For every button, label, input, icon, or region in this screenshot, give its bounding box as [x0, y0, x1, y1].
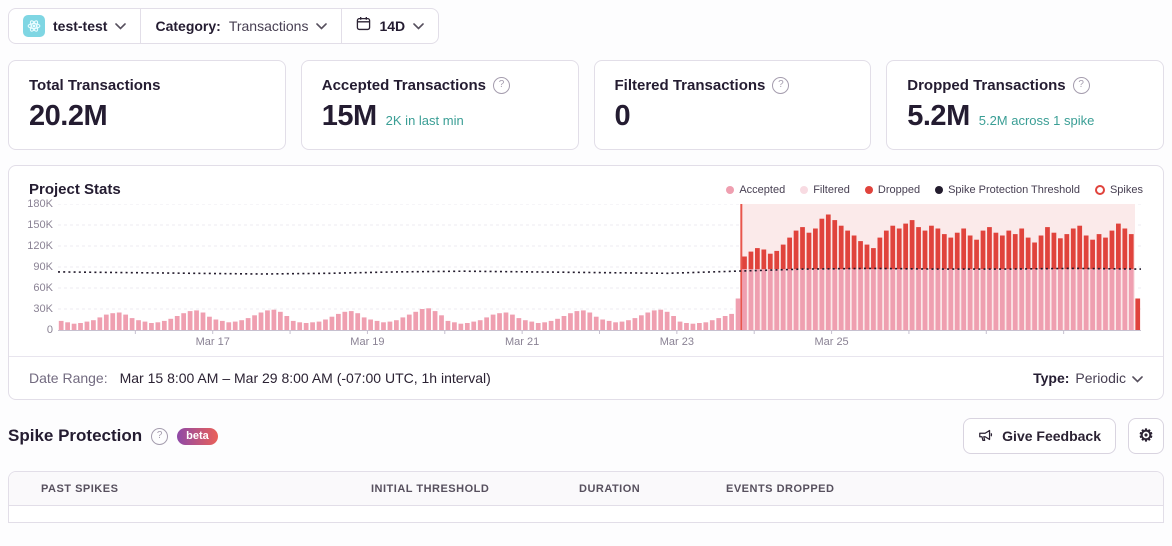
- card-title: Dropped Transactions: [907, 77, 1066, 94]
- filtered-dot-icon: [800, 185, 809, 194]
- card-title: Total Transactions: [29, 77, 161, 94]
- stat-cards-row: Total Transactions 20.2M Accepted Transa…: [8, 60, 1164, 150]
- y-tick-label: 150K: [27, 219, 53, 231]
- chart-plot-area[interactable]: 180K 150K 120K 90K 60K 30K 0 Mar 17 Mar 19 Mar 2…: [9, 198, 1163, 356]
- section-title: Spike Protection: [8, 426, 143, 445]
- gear-icon: ⚙: [1138, 426, 1154, 445]
- column-initial-threshold: Initial Threshold: [371, 482, 490, 495]
- category-value: Transactions: [228, 18, 309, 34]
- chevron-down-icon: [115, 17, 127, 35]
- project-platform-icon: [23, 15, 45, 37]
- legend-accepted[interactable]: Accepted: [726, 184, 785, 196]
- card-title: Filtered Transactions: [614, 77, 766, 94]
- y-tick-label: 180K: [27, 198, 53, 210]
- card-accepted-transactions: Accepted Transactions ? 15M 2K in last m…: [300, 60, 579, 150]
- table-row: [9, 506, 1163, 522]
- date-range-value: Mar 15 8:00 AM – Mar 29 8:00 AM (-07:00 …: [119, 370, 491, 386]
- legend-label: Dropped: [877, 183, 921, 196]
- x-tick-label: Mar 19: [350, 336, 385, 348]
- divider: [341, 9, 343, 43]
- type-value: Periodic: [1075, 370, 1126, 386]
- dropped-dot-icon: [864, 185, 873, 194]
- card-total-transactions: Total Transactions 20.2M: [8, 60, 286, 150]
- legend-spike-protection-threshold[interactable]: Spike Protection Threshold: [935, 184, 1080, 196]
- project-name: test-test: [53, 18, 108, 34]
- chevron-down-icon: [413, 17, 424, 35]
- type-label: Type:: [1033, 370, 1070, 386]
- date-range-value: 14D: [379, 18, 406, 34]
- chart-title: Project Stats: [29, 181, 121, 198]
- y-tick-label: 30K: [33, 303, 53, 315]
- accepted-dot-icon: [726, 185, 735, 194]
- calendar-icon: [356, 16, 371, 36]
- spikes-ring-icon: [1094, 184, 1105, 195]
- x-tick-label: Mar 21: [505, 336, 540, 348]
- x-tick-label: Mar 17: [195, 336, 230, 348]
- chevron-down-icon: [316, 17, 328, 35]
- give-feedback-label: Give Feedback: [1002, 428, 1101, 444]
- table-header-row: Past Spikes Initial Threshold Duration E…: [9, 472, 1163, 506]
- card-subtext: 5.2M across 1 spike: [978, 113, 1095, 128]
- card-subtext: 2K in last min: [385, 113, 464, 128]
- settings-button[interactable]: ⚙: [1128, 418, 1164, 454]
- divider: [140, 9, 142, 43]
- chevron-down-icon: [1132, 370, 1143, 386]
- card-dropped-transactions: Dropped Transactions ? 5.2M 5.2M across …: [886, 60, 1164, 150]
- help-icon[interactable]: ?: [772, 77, 790, 94]
- card-value: 5.2M: [907, 100, 970, 132]
- filter-bar: test-test Category: Transactions 14D: [8, 8, 440, 44]
- legend-filtered[interactable]: Filtered: [800, 184, 850, 196]
- column-duration: Duration: [579, 482, 641, 495]
- spike-protection-header: Spike Protection ? beta Give Feedback ⚙: [8, 418, 1164, 454]
- project-stats-panel: Project Stats Accepted Filtered Dropped …: [8, 165, 1164, 400]
- x-axis-labels: Mar 17 Mar 19 Mar 21 Mar 23 Mar 25: [58, 336, 1141, 352]
- card-value: 20.2M: [29, 100, 108, 132]
- card-value: 15M: [321, 100, 377, 132]
- y-tick-label: 90K: [33, 261, 53, 273]
- threshold-dot-icon: [935, 185, 944, 194]
- date-range-label: Date Range:: [29, 370, 108, 386]
- project-selector[interactable]: test-test: [9, 9, 140, 43]
- legend-dropped[interactable]: Dropped: [864, 183, 921, 196]
- legend-label: Spike Protection Threshold: [948, 183, 1080, 196]
- column-past-spikes: Past Spikes: [41, 482, 119, 495]
- help-icon[interactable]: ?: [151, 427, 169, 445]
- card-title: Accepted Transactions: [321, 77, 486, 94]
- card-value: 0: [614, 100, 631, 132]
- y-tick-label: 0: [46, 324, 53, 336]
- megaphone-icon: [978, 427, 994, 446]
- beta-badge: beta: [177, 427, 218, 445]
- date-range-row: Date Range: Mar 15 8:00 AM – Mar 29 8:00…: [9, 356, 1163, 399]
- legend-label: Filtered: [813, 183, 850, 196]
- y-axis-labels: 180K 150K 120K 90K 60K 30K 0: [9, 198, 53, 336]
- category-label: Category:: [155, 18, 221, 34]
- x-tick-label: Mar 23: [659, 336, 694, 348]
- legend-label: Spikes: [1109, 183, 1143, 196]
- y-tick-label: 60K: [33, 282, 53, 294]
- type-selector[interactable]: Type: Periodic: [1033, 370, 1143, 386]
- legend-label: Accepted: [739, 183, 786, 196]
- give-feedback-button[interactable]: Give Feedback: [963, 418, 1116, 454]
- past-spikes-table: Past Spikes Initial Threshold Duration E…: [8, 471, 1164, 523]
- card-filtered-transactions: Filtered Transactions ? 0: [593, 60, 872, 150]
- legend-spikes[interactable]: Spikes: [1094, 183, 1143, 196]
- y-tick-label: 120K: [27, 240, 53, 252]
- stacked-bar-chart: [58, 204, 1141, 334]
- help-icon[interactable]: ?: [492, 77, 510, 94]
- date-range-selector[interactable]: 14D: [342, 9, 438, 43]
- x-tick-label: Mar 25: [814, 336, 849, 348]
- chart-legend: Accepted Filtered Dropped Spike Protecti…: [726, 184, 1143, 196]
- column-events-dropped: Events Dropped: [726, 482, 835, 495]
- category-selector[interactable]: Category: Transactions: [141, 9, 341, 43]
- help-icon[interactable]: ?: [1072, 77, 1090, 94]
